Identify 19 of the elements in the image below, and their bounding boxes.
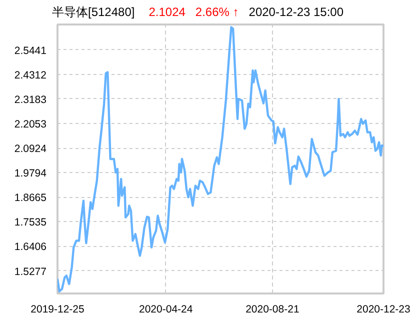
text: 2.66% ↑ — [195, 5, 239, 19]
y-tick-label: 1.7535 — [14, 216, 47, 229]
y-tick-label: 1.9794 — [14, 168, 47, 180]
line-series — [58, 26, 384, 292]
y-tick-label: 2.4312 — [14, 69, 47, 82]
x-tick-label: 2020-04-24 — [139, 304, 193, 316]
chart-title: 半导体[512480] — [52, 5, 135, 19]
x-tick-label: 2020-12-23 — [356, 304, 411, 316]
x-tick-label: 2019-12-25 — [30, 304, 85, 316]
text: 2.1024 — [148, 5, 186, 19]
y-tick-label: 2.2053 — [14, 118, 47, 130]
y-tick-label: 2.5441 — [14, 44, 47, 57]
text: 2020-12-23 15:00 — [248, 5, 344, 19]
y-tick-label: 2.3183 — [14, 94, 47, 106]
y-tick-label: 1.6406 — [14, 241, 47, 254]
y-tick-label: 2.0924 — [14, 143, 47, 156]
y-tick-label: 1.8665 — [14, 192, 47, 204]
x-tick-label: 2020-08-21 — [246, 304, 300, 316]
y-tick-label: 1.5277 — [14, 266, 47, 278]
